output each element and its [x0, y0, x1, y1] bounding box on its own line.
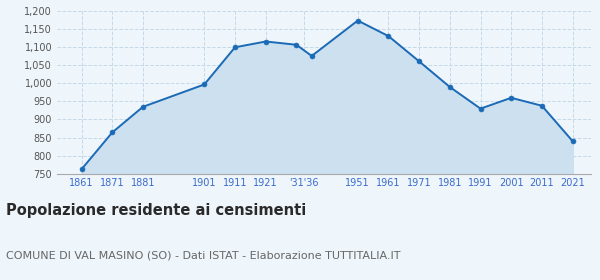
Text: COMUNE DI VAL MASINO (SO) - Dati ISTAT - Elaborazione TUTTITALIA.IT: COMUNE DI VAL MASINO (SO) - Dati ISTAT -…	[6, 250, 401, 260]
Text: Popolazione residente ai censimenti: Popolazione residente ai censimenti	[6, 203, 306, 218]
